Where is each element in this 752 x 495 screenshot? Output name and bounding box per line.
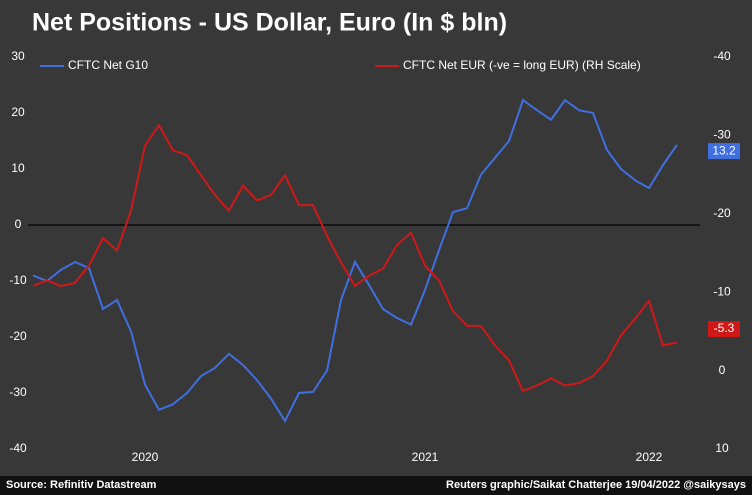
y-tick-label: 30	[11, 49, 25, 63]
y2-tick-label: -30	[713, 128, 731, 142]
last-value-badge	[708, 321, 740, 338]
source: Source: Refinitiv Datastream	[6, 479, 157, 491]
y-tick-label: -20	[9, 329, 27, 343]
last-value-label: -5.3	[714, 321, 735, 335]
series-line	[32, 123, 678, 393]
last-value-label: 13.2	[712, 143, 736, 157]
y-tick-label: 20	[11, 105, 25, 119]
legend-label: CFTC Net EUR (-ve = long EUR) (RH Scale)	[403, 58, 641, 72]
x-tick-label: 2020	[132, 450, 159, 464]
legend-label: CFTC Net G10	[68, 58, 148, 72]
series-line	[32, 98, 678, 424]
y2-tick-label: 0	[719, 363, 726, 377]
last-value-badge	[708, 143, 740, 160]
y-tick-label: 10	[11, 161, 25, 175]
y-tick-label: 0	[15, 217, 22, 231]
y2-tick-label: -10	[713, 284, 731, 298]
x-tick-label: 2021	[412, 450, 439, 464]
credit: Reuters graphic/Saikat Chatterjee 19/04/…	[446, 479, 746, 491]
y2-tick-label: 10	[715, 441, 729, 455]
chart-title: Net Positions - US Dollar, Euro (In $ bl…	[32, 9, 507, 37]
y2-tick-label: -20	[713, 206, 731, 220]
footer-bar	[0, 476, 752, 495]
y2-tick-label: -40	[713, 49, 731, 63]
x-tick-label: 2022	[636, 450, 663, 464]
y-tick-label: -40	[9, 441, 27, 455]
y-tick-label: -30	[9, 385, 27, 399]
y-tick-label: -10	[9, 273, 27, 287]
